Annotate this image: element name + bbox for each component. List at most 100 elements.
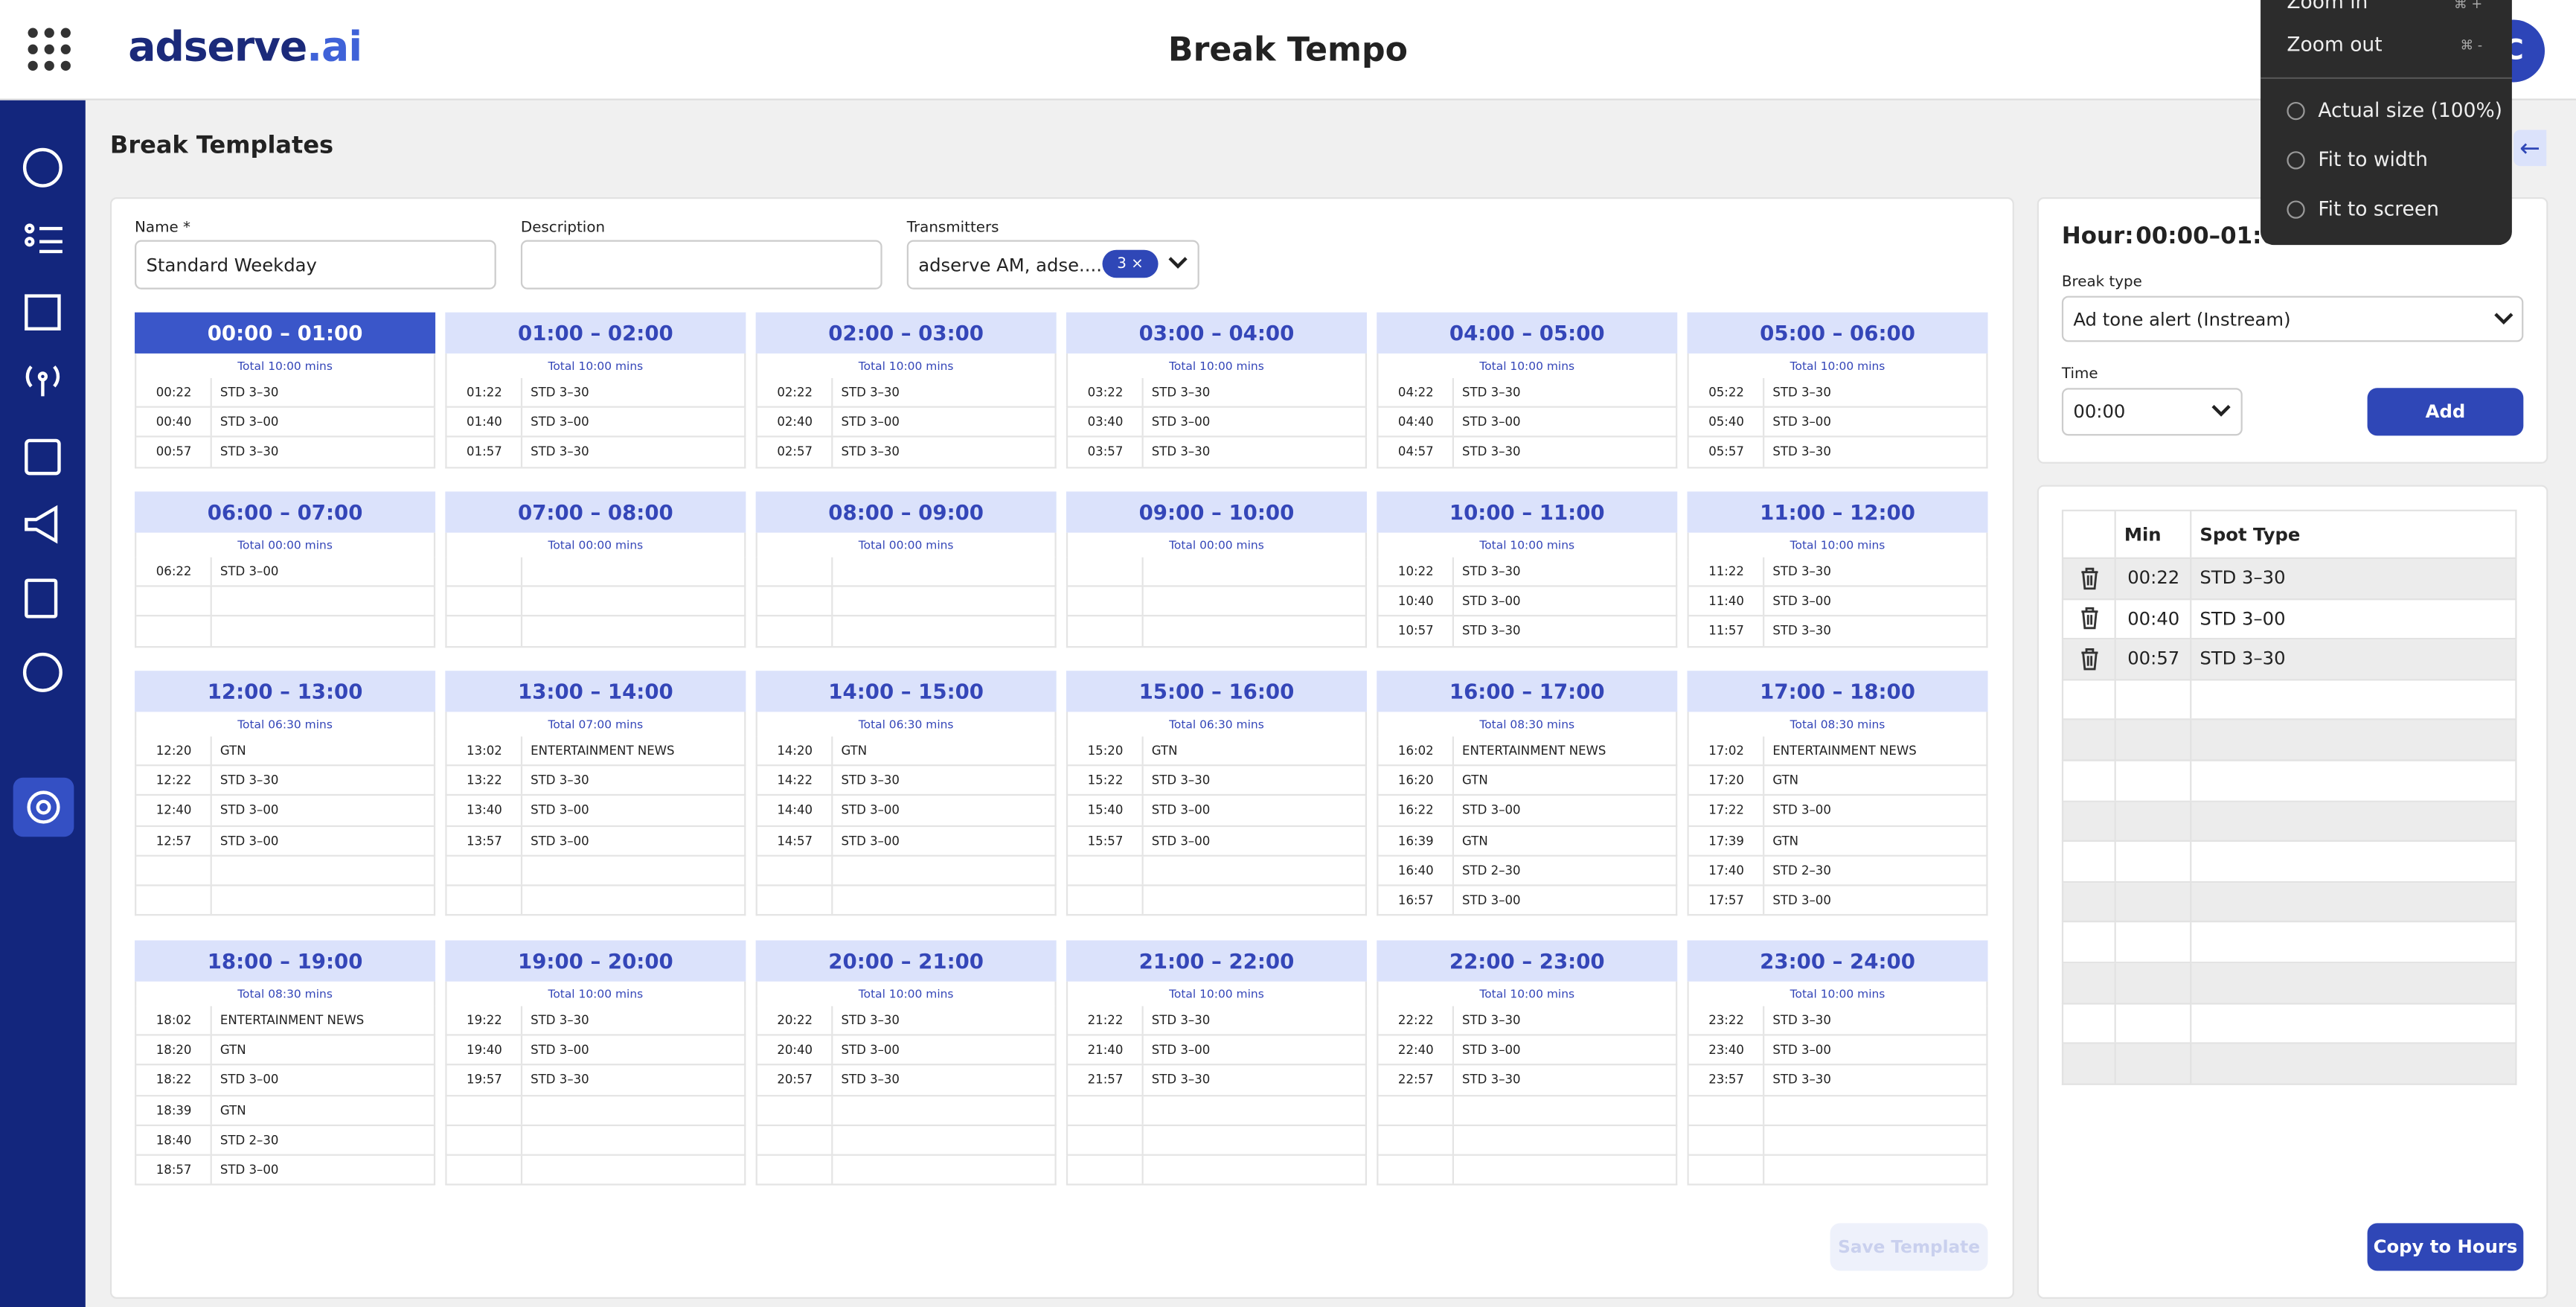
hour-header[interactable]: 03:00 – 04:00 <box>1066 312 1367 354</box>
list-icon[interactable] <box>25 223 63 254</box>
transmitters-chip[interactable]: 3 × <box>1102 249 1159 278</box>
dropdown-arrow[interactable] <box>1167 253 1190 273</box>
hour-header[interactable]: 01:00 – 02:00 <box>445 312 746 354</box>
hour-block[interactable]: 14:00 – 15:00 Total 06:30 mins 14:20 GTN 14:… <box>755 671 1057 916</box>
menu-item[interactable]: Zoom in <box>2287 0 2368 13</box>
hour-header[interactable]: 08:00 – 09:00 <box>755 491 1057 533</box>
hour-block[interactable]: 01:00 – 02:00 Total 10:00 mins 01:22 STD 3–… <box>445 312 746 468</box>
break-time <box>1068 1125 1144 1154</box>
hour-block[interactable]: 13:00 – 14:00 Total 07:00 mins 13:02 ENTERT… <box>445 671 746 916</box>
hour-block[interactable]: 16:00 – 17:00 Total 08:30 mins 16:02 ENTERT… <box>1377 671 1678 916</box>
hour-header[interactable]: 17:00 – 18:00 <box>1687 671 1988 712</box>
break-time <box>1068 886 1144 915</box>
hour-block[interactable]: 02:00 – 03:00 Total 10:00 mins 02:22 STD 3–… <box>755 312 1057 468</box>
transmitter-icon[interactable] <box>25 365 60 397</box>
break-row: 21:57 STD 3–30 <box>1066 1066 1367 1096</box>
break-time: 02:22 <box>757 378 833 406</box>
break-row: 11:40 STD 3–00 <box>1687 587 1988 618</box>
break-time: 22:40 <box>1378 1035 1454 1064</box>
template-icon[interactable] <box>25 294 61 330</box>
schedule-icon[interactable] <box>22 652 63 692</box>
hour-header[interactable]: 23:00 – 24:00 <box>1687 940 1988 982</box>
hour-block[interactable]: 00:00 – 01:00 Total 10:00 mins 00:22 STD 3–… <box>135 312 436 468</box>
hour-header[interactable]: 22:00 – 23:00 <box>1377 940 1678 982</box>
spot-min <box>2116 922 2192 962</box>
break-row: 20:57 STD 3–30 <box>755 1066 1057 1096</box>
hour-header[interactable]: 07:00 – 08:00 <box>445 491 746 533</box>
hour-header[interactable]: 09:00 – 10:00 <box>1066 491 1367 533</box>
hour-block[interactable]: 17:00 – 18:00 Total 08:30 mins 17:02 ENTERT… <box>1687 671 1988 916</box>
break-type: STD 3–30 <box>1151 385 1211 400</box>
name-input[interactable]: Standard Weekday <box>135 240 496 290</box>
hour-header[interactable]: 05:00 – 06:00 <box>1687 312 1988 354</box>
apps-icon[interactable] <box>26 26 72 72</box>
hour-block[interactable]: 04:00 – 05:00 Total 10:00 mins 04:22 STD 3–… <box>1377 312 1678 468</box>
delete-button[interactable] <box>2063 599 2116 639</box>
hour-header[interactable]: 18:00 – 19:00 <box>135 940 436 982</box>
hour-header[interactable]: 14:00 – 15:00 <box>755 671 1057 712</box>
break-type: STD 3–30 <box>1462 1012 1521 1028</box>
zoom-option[interactable]: Fit to width <box>2287 148 2428 171</box>
menu-item[interactable]: Zoom out <box>2287 33 2383 57</box>
hour-header[interactable]: 12:00 – 13:00 <box>135 671 436 712</box>
spot-type <box>2191 802 2515 840</box>
break-type: STD 3–00 <box>1151 802 1211 818</box>
hour-block[interactable]: 15:00 – 16:00 Total 06:30 mins 15:20 GTN 15:… <box>1066 671 1367 916</box>
hour-block[interactable]: 11:00 – 12:00 Total 10:00 mins 11:22 STD 3–… <box>1687 491 1988 648</box>
hour-header[interactable]: 00:00 – 01:00 <box>135 312 436 354</box>
settings-active[interactable] <box>13 777 74 837</box>
hour-header[interactable]: 13:00 – 14:00 <box>445 671 746 712</box>
break-row <box>1066 557 1367 587</box>
break-type: GTN <box>841 743 868 758</box>
hour-block[interactable]: 06:00 – 07:00 Total 00:00 mins 06:22 STD 3–… <box>135 491 436 648</box>
zoom-option[interactable]: Actual size (100%) <box>2287 99 2502 121</box>
hour-header[interactable]: 19:00 – 20:00 <box>445 940 746 982</box>
hour-block[interactable]: 07:00 – 08:00 Total 00:00 mins <box>445 491 746 648</box>
hour-block[interactable]: 03:00 – 04:00 Total 10:00 mins 03:22 STD 3–… <box>1066 312 1367 468</box>
break-type-select[interactable]: Ad tone alert (Instream) <box>2061 295 2524 342</box>
zoom-option[interactable]: Fit to screen <box>2287 197 2439 220</box>
report-icon[interactable] <box>25 578 58 619</box>
hour-header[interactable]: 04:00 – 05:00 <box>1377 312 1678 354</box>
hour-block[interactable]: 18:00 – 19:00 Total 08:30 mins 18:02 ENTERT… <box>135 940 436 1186</box>
copy-button[interactable]: Copy to Hours <box>2367 1223 2524 1271</box>
spot-type <box>2191 1044 2515 1083</box>
break-time: 11:22 <box>1689 557 1765 586</box>
campaign-icon[interactable] <box>25 505 58 544</box>
dashboard-icon[interactable] <box>22 147 63 188</box>
save-button[interactable]: Save Template <box>1830 1223 1988 1271</box>
hour-header[interactable]: 21:00 – 22:00 <box>1066 940 1367 982</box>
header-cell: Min <box>2116 511 2192 557</box>
time-select[interactable]: 00:00 <box>2061 388 2243 436</box>
hour-block[interactable]: 10:00 – 11:00 Total 10:00 mins 10:22 STD 3–… <box>1377 491 1678 648</box>
calendar-icon[interactable] <box>25 438 61 476</box>
hour-block[interactable]: 23:00 – 24:00 Total 10:00 mins 23:22 STD 3–… <box>1687 940 1988 1186</box>
add-button[interactable]: Add <box>2367 388 2524 436</box>
hour-header[interactable]: 20:00 – 21:00 <box>755 940 1057 982</box>
hour-header[interactable]: 16:00 – 17:00 <box>1377 671 1678 712</box>
hour-total: Total 10:00 mins <box>1066 981 1367 1006</box>
break-type: GTN <box>220 1102 246 1118</box>
break-row <box>1687 1125 1988 1156</box>
hour-block[interactable]: 09:00 – 10:00 Total 00:00 mins <box>1066 491 1367 648</box>
break-row: 02:57 STD 3–30 <box>755 438 1057 468</box>
hour-block[interactable]: 08:00 – 09:00 Total 00:00 mins <box>755 491 1057 648</box>
hour-header[interactable]: 06:00 – 07:00 <box>135 491 436 533</box>
hour-header[interactable]: 15:00 – 16:00 <box>1066 671 1367 712</box>
hour-block[interactable]: 20:00 – 21:00 Total 10:00 mins 20:22 STD 3–… <box>755 940 1057 1186</box>
delete-button[interactable] <box>2063 639 2116 679</box>
delete-button[interactable] <box>2063 558 2116 598</box>
description-input[interactable] <box>520 240 882 290</box>
hour-block[interactable]: 12:00 – 13:00 Total 06:30 mins 12:20 GTN 12:… <box>135 671 436 916</box>
hour-block[interactable]: 21:00 – 22:00 Total 10:00 mins 21:22 STD 3–… <box>1066 940 1367 1186</box>
hour-block[interactable]: 19:00 – 20:00 Total 10:00 mins 19:22 STD 3–… <box>445 940 746 1186</box>
hour-header[interactable]: 02:00 – 03:00 <box>755 312 1057 354</box>
hour-header[interactable]: 10:00 – 11:00 <box>1377 491 1678 533</box>
transmitters-select[interactable]: adserve AM, adse.... <box>906 240 1199 290</box>
zoom-menu: Zoom in ⌘ + Zoom out ⌘ - Actual size (10… <box>2261 0 2512 246</box>
logo[interactable]: adserve.ai <box>128 23 362 71</box>
collapse-button[interactable]: ← <box>2513 130 2547 167</box>
hour-header[interactable]: 11:00 – 12:00 <box>1687 491 1988 533</box>
hour-block[interactable]: 22:00 – 23:00 Total 10:00 mins 22:22 STD 3–… <box>1377 940 1678 1186</box>
hour-block[interactable]: 05:00 – 06:00 Total 10:00 mins 05:22 STD 3–… <box>1687 312 1988 468</box>
